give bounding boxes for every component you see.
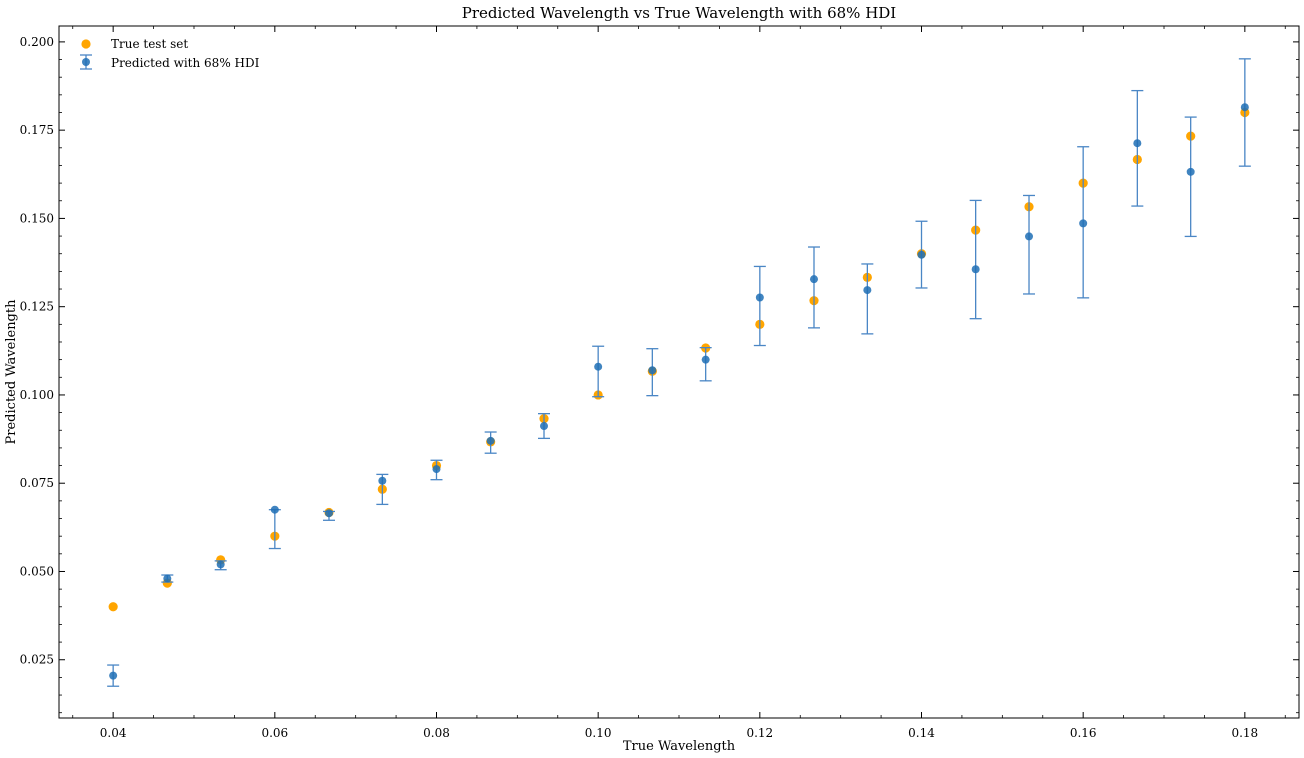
predicted-point [109,671,118,680]
predicted-point [1133,139,1142,148]
predicted-point [540,422,549,431]
predicted-point [163,574,172,583]
predicted-point [917,250,926,259]
plot-frame [58,25,1300,719]
y-tick-label: 0.025 [20,653,54,667]
predicted-point [594,362,603,371]
y-tick-label: 0.150 [20,211,54,225]
predicted-point [216,560,225,569]
predicted-point [1240,103,1249,112]
data-marks [107,58,1251,687]
x-tick-label: 0.04 [100,726,127,740]
legend-marker-predicted [82,58,90,66]
x-tick-label: 0.18 [1231,726,1258,740]
x-tick-label: 0.12 [746,726,773,740]
x-tick-label: 0.08 [423,726,450,740]
predicted-point [1025,232,1034,241]
x-tick-label: 0.16 [1070,726,1097,740]
predicted-point [486,436,495,445]
legend: True test set Predicted with 68% HDI [80,37,260,70]
predicted-point [1079,219,1088,228]
predicted-point [432,465,441,474]
x-tick-label: 0.10 [585,726,612,740]
y-tick-label: 0.125 [20,300,54,314]
predicted-point [378,476,387,485]
legend-label-true-test-set: True test set [111,37,188,51]
x-tick-label: 0.14 [908,726,935,740]
y-tick-label: 0.075 [20,476,54,490]
predicted-point [863,286,872,295]
axis-ticks: 0.04 0.06 0.08 0.10 0.12 0.14 0.16 0.18 0.025 0.0… [20,26,1299,740]
predicted-point [971,265,980,274]
chart-title: Predicted Wavelength vs True Wavelength … [462,4,897,22]
y-axis-label: Predicted Wavelength [4,299,19,445]
predicted-point [755,293,764,302]
predicted-point [1186,167,1195,176]
predicted-point [324,509,333,518]
x-tick-label: 0.06 [261,726,288,740]
true-point [108,602,118,612]
predicted-point [809,275,818,284]
x-axis-label: True Wavelength [623,739,736,754]
predicted-point [701,355,710,364]
y-tick-label: 0.200 [20,35,54,49]
predicted-point [270,505,279,514]
y-tick-label: 0.175 [20,123,54,137]
legend-label-predicted: Predicted with 68% HDI [111,56,260,70]
y-tick-label: 0.050 [20,564,54,578]
legend-marker-true-test-set [81,39,91,49]
y-tick-label: 0.100 [20,388,54,402]
predicted-point [648,366,657,375]
